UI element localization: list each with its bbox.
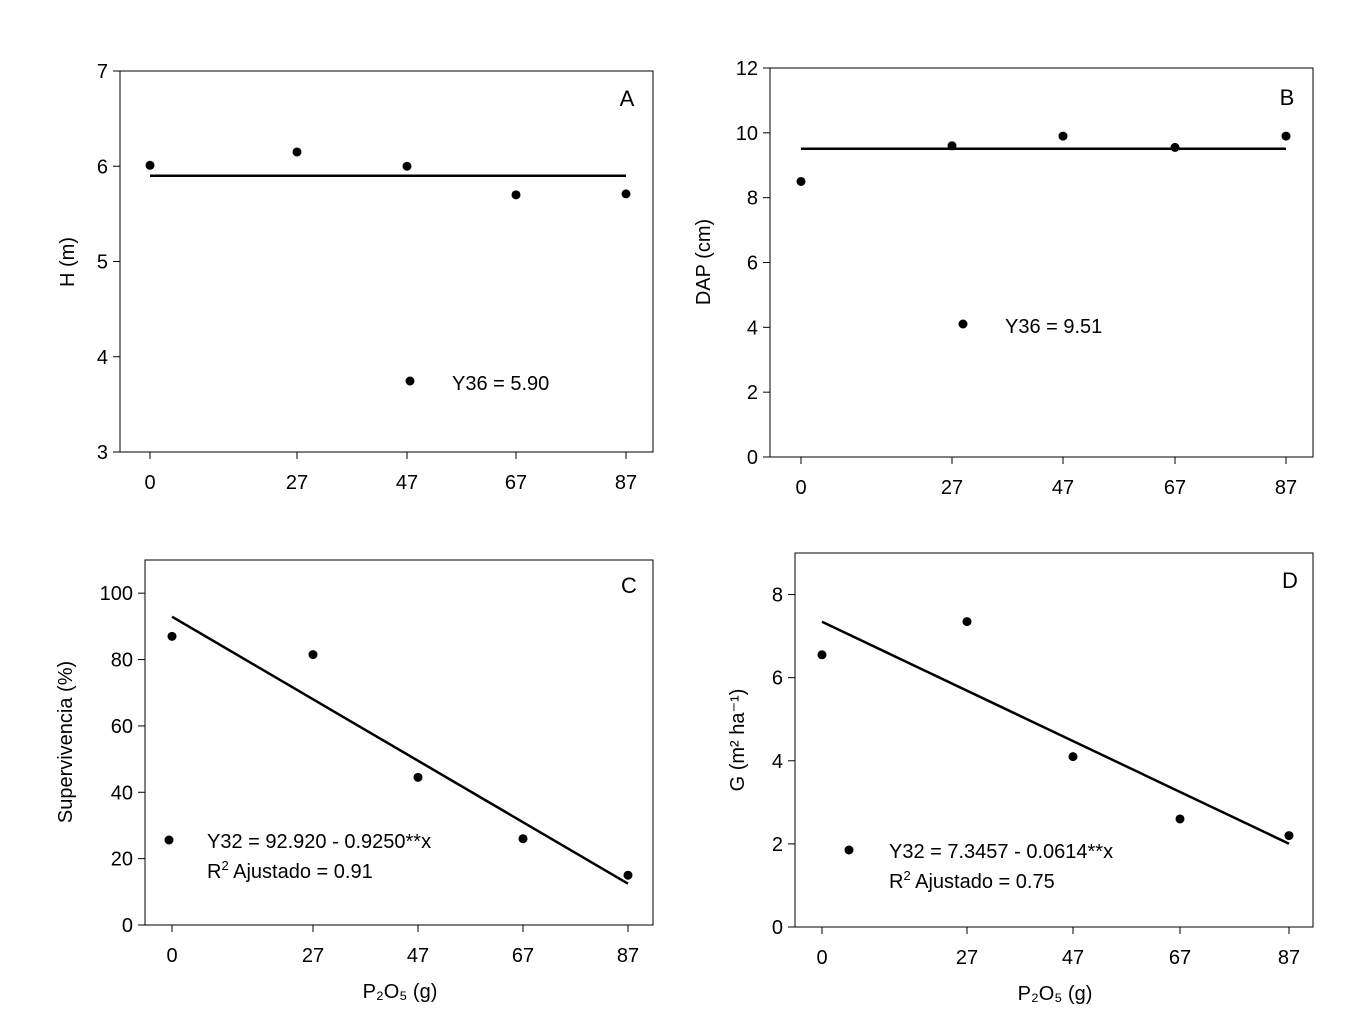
x-tick-label: 0 [144, 472, 155, 494]
x-tick-label: 27 [941, 477, 963, 499]
y-tick-label: 3 [97, 442, 108, 464]
y-tick-label: 4 [772, 751, 783, 773]
x-tick-label: 87 [1278, 947, 1300, 969]
data-point [1175, 814, 1185, 824]
data-point [1284, 831, 1294, 841]
y-axis-label: G (m² ha⁻¹) [727, 689, 749, 792]
legend-marker [164, 835, 174, 845]
fit-line [821, 620, 1290, 845]
y-tick-label: 8 [772, 585, 783, 607]
legend-r2: R2 Ajustado = 0.75 [889, 868, 1055, 893]
data-point [621, 189, 631, 199]
y-tick-label: 60 [111, 716, 133, 738]
x-tick-label: 47 [396, 472, 418, 494]
y-tick-label: 6 [97, 156, 108, 178]
y-tick-label: 8 [747, 188, 758, 210]
panel-d: 0 2 4 6 8 0 27 47 67 87 D G (m² ha⁻¹) P₂O₅ (g) Y32 = … [727, 552, 1314, 1005]
fit-line [171, 615, 629, 885]
y-tick-label: 0 [772, 917, 783, 939]
panel-c: 0 20 40 60 80 100 0 27 47 67 87 C Supervivencia (%) P… [55, 559, 654, 1003]
x-axis-label: P₂O₅ (g) [363, 981, 438, 1003]
y-axis-label: H (m) [57, 237, 79, 287]
x-tick-label: 67 [505, 472, 527, 494]
y-tick-label: 7 [97, 61, 108, 83]
x-tick-label: 27 [286, 472, 308, 494]
data-point [1170, 142, 1180, 152]
legend-marker [844, 845, 854, 855]
data-point [402, 161, 412, 171]
data-point [1058, 131, 1068, 141]
plot-frame [144, 559, 654, 926]
y-tick-label: 2 [747, 382, 758, 404]
x-tick-label: 27 [956, 947, 978, 969]
plot-frame [119, 70, 654, 453]
x-tick-label: 0 [795, 477, 806, 499]
panel-label: A [620, 86, 635, 111]
panel-label: D [1282, 568, 1298, 593]
panel-label: C [621, 573, 637, 598]
x-tick-label: 47 [1062, 947, 1084, 969]
data-point [145, 160, 155, 170]
data-point [962, 617, 972, 627]
y-axis-label: Supervivencia (%) [55, 661, 77, 823]
y-tick-label: 2 [772, 834, 783, 856]
legend-equation: Y32 = 7.3457 - 0.0614**x [889, 841, 1113, 863]
y-tick-label: 20 [111, 849, 133, 871]
panel-b: 0 2 4 6 8 10 12 0 27 47 67 87 B DAP (cm) Y36 = 9.51 [693, 58, 1314, 499]
y-tick-label: 40 [111, 782, 133, 804]
data-point [518, 834, 528, 844]
x-tick-label: 87 [615, 472, 637, 494]
plot-frame [794, 552, 1314, 928]
x-tick-label: 67 [1164, 477, 1186, 499]
x-tick-label: 47 [1052, 477, 1074, 499]
data-point [292, 147, 302, 157]
y-tick-label: 5 [97, 252, 108, 274]
y-tick-label: 4 [747, 317, 758, 339]
x-tick-label: 67 [512, 945, 534, 967]
data-point [308, 650, 318, 660]
legend-equation: Y36 = 9.51 [1005, 316, 1102, 338]
x-axis-label: P₂O₅ (g) [1018, 983, 1093, 1005]
x-tick-label: 87 [617, 945, 639, 967]
legend-equation: Y36 = 5.90 [452, 373, 549, 395]
y-tick-label: 100 [100, 583, 133, 605]
legend-equation: Y32 = 92.920 - 0.9250**x [207, 831, 431, 853]
x-tick-label: 27 [302, 945, 324, 967]
data-point [167, 631, 177, 641]
data-point [817, 650, 827, 660]
legend-r2: R2 Ajustado = 0.91 [207, 858, 373, 883]
data-point [796, 176, 806, 186]
data-point [1068, 752, 1078, 762]
x-tick-label: 0 [816, 947, 827, 969]
legend-marker [958, 319, 968, 329]
y-tick-label: 0 [122, 915, 133, 937]
data-point [511, 190, 521, 200]
panel-label: B [1280, 85, 1295, 110]
data-point [623, 870, 633, 880]
x-tick-label: 87 [1275, 477, 1297, 499]
x-tick-label: 47 [407, 945, 429, 967]
y-tick-label: 12 [736, 58, 758, 80]
data-point [413, 772, 423, 782]
y-tick-label: 0 [747, 447, 758, 469]
legend-marker [405, 376, 415, 386]
y-tick-label: 10 [736, 123, 758, 145]
y-tick-label: 4 [97, 347, 108, 369]
y-axis-label: DAP (cm) [693, 219, 715, 305]
x-tick-label: 0 [166, 945, 177, 967]
y-tick-label: 6 [747, 253, 758, 275]
y-tick-label: 80 [111, 650, 133, 672]
plot-frame [769, 67, 1314, 458]
x-tick-label: 67 [1169, 947, 1191, 969]
y-tick-label: 6 [772, 668, 783, 690]
data-point [1281, 131, 1291, 141]
